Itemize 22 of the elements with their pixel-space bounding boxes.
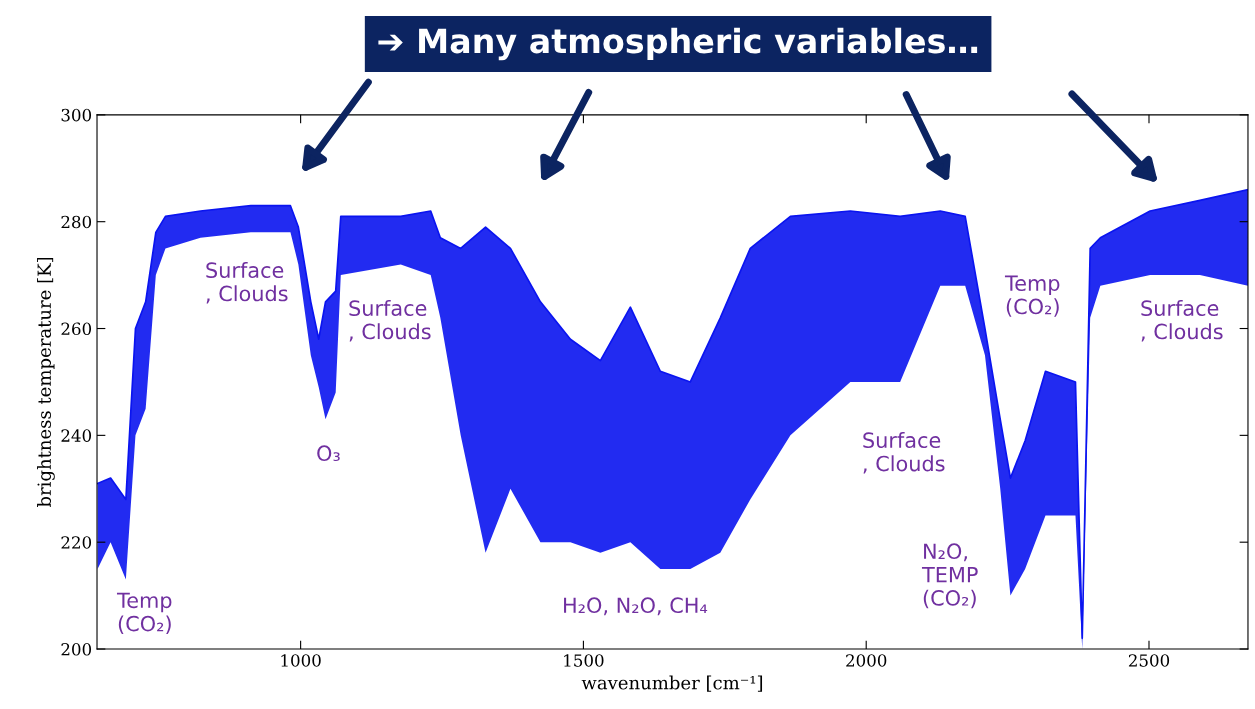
- y-tick-label: 240: [61, 429, 92, 442]
- y-axis-title: brightness temperature [K]: [37, 257, 55, 508]
- y-tick-label: 200: [61, 642, 92, 656]
- chart-title: ➔ Many atmospheric variables…: [378, 27, 978, 61]
- annotation: Surface , Clouds: [206, 261, 288, 304]
- y-tick-label: 260: [61, 322, 92, 336]
- y-tick-label: 300: [61, 108, 92, 122]
- annotation: Surface , Clouds: [863, 431, 945, 474]
- y-tick-label: 280: [61, 215, 92, 229]
- annotation: N₂O, TEMP (CO₂): [921, 543, 978, 609]
- x-tick-label: 2500: [1128, 654, 1170, 667]
- x-tick-label: 1000: [281, 654, 321, 667]
- x-tick-label: 2000: [846, 654, 887, 667]
- annotation: O₃: [317, 445, 340, 462]
- annotation: Temp (CO₂): [1004, 275, 1060, 317]
- annotation: H₂O, N₂O, CH₄: [564, 597, 708, 616]
- x-tick-label: 1500: [564, 654, 604, 667]
- y-tick-label: 220: [61, 536, 92, 549]
- annotation: Surface , Clouds: [1141, 299, 1223, 342]
- annotation: Surface , Clouds: [349, 299, 431, 342]
- annotation: Temp (CO₂): [116, 592, 172, 634]
- x-axis-title: wavenumber [cm⁻¹]: [581, 675, 763, 692]
